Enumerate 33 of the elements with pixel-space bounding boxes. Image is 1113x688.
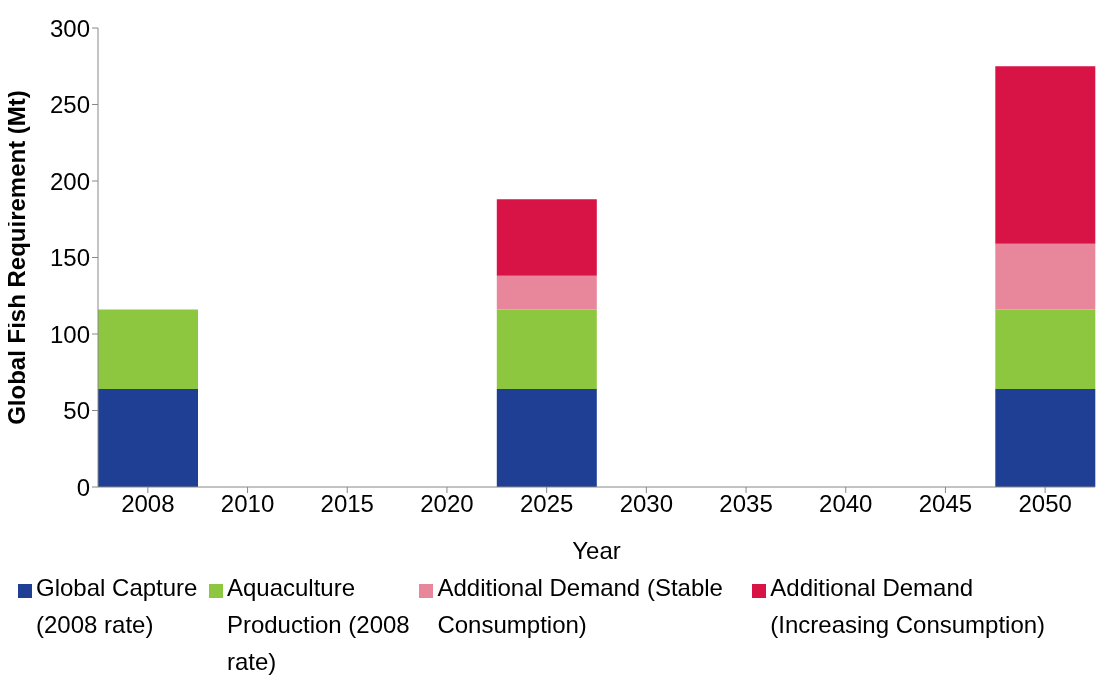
x-tick-label: 2030 (619, 490, 674, 518)
x-tick-label: 2008 (121, 490, 175, 518)
y-tick-label: 200 (49, 167, 90, 195)
y-tick-label: 0 (76, 473, 90, 501)
bar (98, 309, 198, 390)
y-tick-label: 250 (49, 91, 90, 119)
x-tick-label: 2045 (918, 490, 973, 518)
bar (995, 243, 1096, 310)
bar (496, 309, 597, 390)
bar (995, 389, 1096, 487)
legend-label: Additional Demand (Increasing Consumption) (770, 573, 1047, 640)
x-tick-label: 2020 (420, 490, 474, 518)
x-tick-label: 2040 (819, 490, 873, 518)
y-axis-title: Global Fish Requirement (Mt) (2, 90, 30, 425)
bar (995, 66, 1096, 244)
bar (496, 199, 597, 276)
x-tick-label: 2010 (220, 490, 275, 518)
bar (995, 309, 1096, 390)
y-tick-label: 300 (49, 14, 90, 42)
x-tick-label: 2050 (1018, 490, 1072, 518)
bar (496, 275, 597, 310)
y-tick-label: 50 (63, 397, 90, 425)
legend-label: Additional Demand (Stable Consumption) (437, 573, 724, 640)
legend-label: Global Capture (2008 rate) (36, 573, 199, 640)
bar (496, 389, 597, 487)
bar (98, 389, 198, 487)
x-tick-label: 2035 (719, 490, 773, 518)
y-tick-label: 150 (49, 244, 90, 272)
x-tick-label: 2015 (320, 490, 374, 518)
x-tick-label: 2025 (519, 490, 574, 518)
x-axis-title: Year (572, 537, 621, 564)
legend-label: Aquaculture Production (2008 rate) (226, 573, 411, 677)
y-tick-label: 100 (49, 320, 90, 348)
